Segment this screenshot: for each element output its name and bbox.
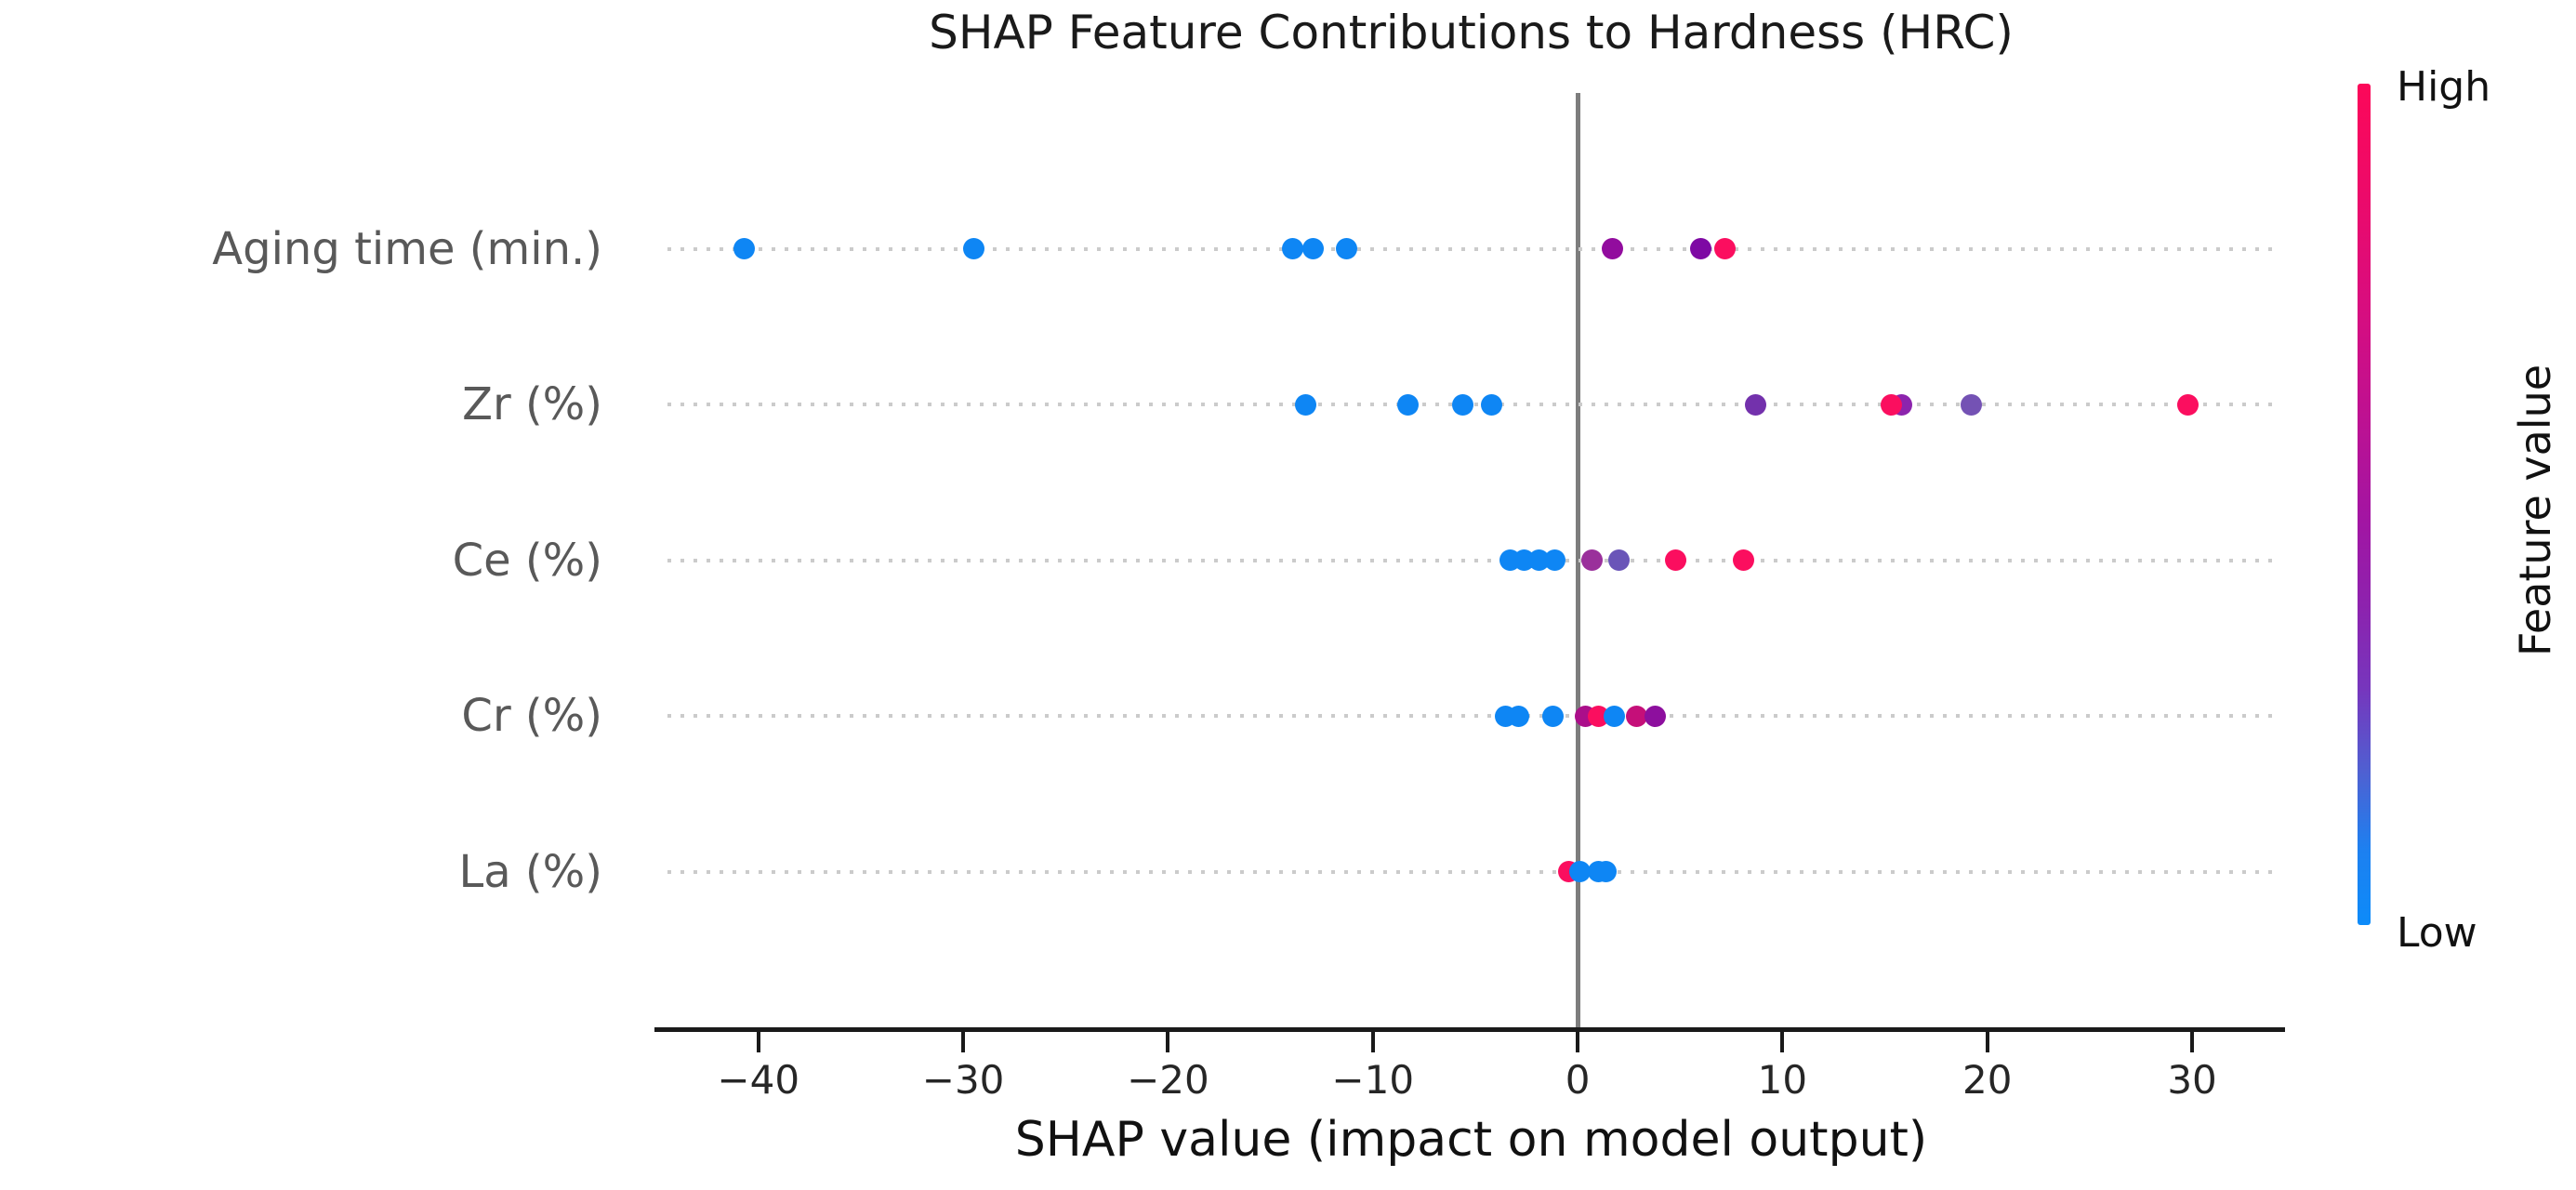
data-point [1714,238,1737,259]
x-tick-mark [1576,1032,1580,1052]
data-point [1294,393,1316,416]
y-tick-label-feature: Zr (%) [462,378,602,430]
data-point [2177,393,2200,416]
colorbar-high-label: High [2397,63,2491,111]
data-point [962,238,984,259]
data-point [1335,238,1357,259]
data-point [1302,238,1325,259]
data-point [1745,393,1767,416]
data-point [1527,549,1550,571]
row-gridline [667,869,2276,874]
x-tick-mark [1166,1032,1170,1052]
x-axis-line [654,1027,2285,1032]
x-tick-mark [1985,1032,1989,1052]
colorbar-title: Feature value [2510,364,2560,657]
data-point [1602,238,1624,259]
x-tick-mark [2190,1032,2195,1052]
data-point [1452,393,1474,416]
x-tick-label: −40 [717,1057,800,1103]
x-tick-mark [961,1032,966,1052]
x-tick-label: −10 [1331,1057,1415,1103]
x-tick-label: 0 [1565,1057,1591,1103]
data-point [1595,861,1618,882]
row-gridline [667,558,2276,562]
data-point [1626,705,1648,727]
x-tick-mark [1780,1032,1785,1052]
data-point [1665,549,1687,571]
data-point [1689,238,1711,259]
data-point [1396,393,1419,416]
data-point [1544,549,1566,571]
data-point [1507,705,1529,727]
data-point [1282,238,1304,259]
y-tick-label-feature: Aging time (min.) [212,222,602,275]
x-tick-mark [1370,1032,1375,1052]
x-tick-label: 10 [1757,1057,1808,1103]
y-tick-label-feature: Ce (%) [452,534,602,587]
x-tick-mark [756,1032,760,1052]
x-tick-label: −20 [1127,1057,1209,1103]
x-axis-label: SHAP value (impact on model output) [1014,1112,1928,1168]
data-point [1645,705,1667,727]
data-point [1587,705,1609,727]
x-tick-label: 30 [2167,1057,2217,1103]
colorbar-gradient [2358,84,2371,925]
data-point [1880,393,1902,416]
data-point [1607,549,1630,571]
data-point [1542,705,1565,727]
data-point [1733,549,1755,571]
data-point [1604,705,1626,727]
data-point [1568,861,1591,882]
y-tick-label-feature: La (%) [458,845,602,898]
data-point [733,238,755,259]
y-tick-label-feature: Cr (%) [461,690,602,742]
chart-title: SHAP Feature Contributions to Hardness (… [929,6,2014,60]
data-point [1481,393,1503,416]
x-tick-label: −30 [921,1057,1005,1103]
data-point [1960,393,1982,416]
row-gridline [667,714,2276,718]
row-gridline [667,246,2276,251]
colorbar-low-label: Low [2397,909,2477,957]
x-tick-label: 20 [1962,1057,2013,1103]
data-point [1580,549,1603,571]
